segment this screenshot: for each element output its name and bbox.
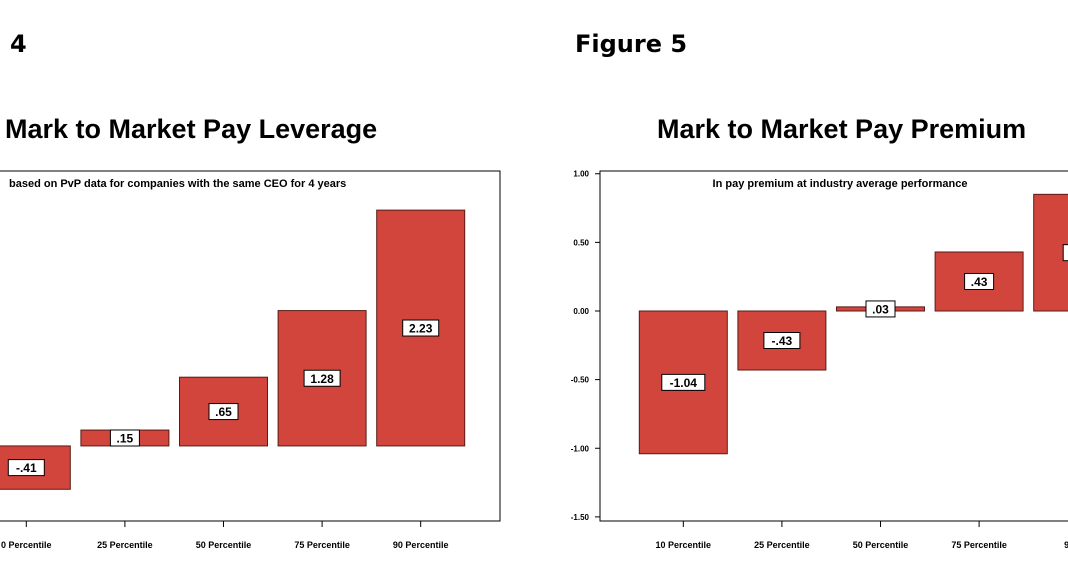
x-tick-label: 50 Percentile [853, 540, 909, 550]
chart-title-pay-leverage: Mark to Market Pay Leverage [5, 114, 378, 144]
data-label-box [402, 319, 440, 337]
data-label: .43 [971, 275, 988, 289]
x-tick-label: 90 Per [1064, 540, 1068, 550]
x-tick-label: 90 Percentile [393, 540, 449, 550]
plot-frame [0, 170, 501, 522]
data-label-box [865, 300, 896, 318]
y-tick-label: -1.00 [571, 444, 590, 453]
chart-title-pay-premium: Mark to Market Pay Premium [657, 114, 1027, 144]
data-label-box [661, 373, 706, 391]
x-tick-label: 75 Percentile [951, 540, 1007, 550]
x-tick-label: 10 Percentile [656, 540, 712, 550]
data-label: .03 [872, 302, 889, 316]
data-label-box [7, 459, 45, 477]
y-tick-label: -0.50 [571, 376, 590, 385]
data-label-box [303, 369, 341, 387]
data-label-box [1062, 244, 1068, 262]
data-label: -1.04 [670, 376, 698, 390]
y-tick-label: 0.50 [573, 238, 589, 247]
data-label-box [763, 332, 801, 350]
data-label-box [109, 429, 140, 447]
x-tick-label: 0 Percentile [1, 540, 52, 550]
plot-frame [599, 170, 1068, 522]
chart-1: based on PvP data for companies with the… [0, 170, 501, 550]
chart-subtitle: based on PvP data for companies with the… [9, 178, 346, 190]
chart-subtitle: In pay premium at industry average perfo… [713, 178, 968, 190]
x-tick-label: 25 Percentile [97, 540, 153, 550]
figure-4-label: 4 [10, 30, 27, 58]
chart-2: In pay premium at industry average perfo… [571, 170, 1068, 550]
data-label: 1.28 [310, 372, 334, 386]
y-tick-label: 0.00 [573, 307, 589, 316]
bar [1033, 193, 1068, 312]
data-label: .15 [117, 431, 134, 445]
x-tick-label: 75 Percentile [294, 540, 350, 550]
y-tick-label: 1.00 [573, 170, 589, 179]
data-label-box [964, 272, 995, 290]
figure-5-label: Figure 5 [575, 30, 688, 58]
data-label: 2.23 [409, 322, 433, 336]
x-tick-label: 50 Percentile [196, 540, 252, 550]
data-label: .65 [215, 405, 232, 419]
y-tick-label: -1.50 [571, 513, 590, 522]
data-label: -.41 [16, 461, 37, 475]
x-tick-label: 25 Percentile [754, 540, 810, 550]
data-label: -.43 [772, 334, 793, 348]
data-label-box [208, 403, 239, 421]
